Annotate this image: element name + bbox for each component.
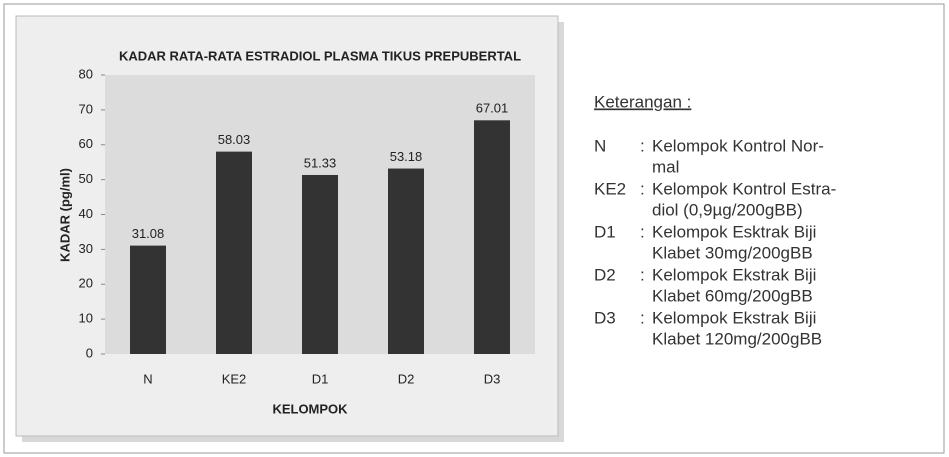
legend-sep: : <box>640 222 645 241</box>
y-tick-label: 0 <box>86 345 93 360</box>
legend-text: Kelompok Kontrol Estra- <box>652 179 836 198</box>
y-tick-label: 50 <box>79 171 93 186</box>
bar <box>216 151 252 354</box>
legend-text: Kelompok Esktrak Biji <box>652 222 816 241</box>
y-tick-label: 70 <box>79 101 93 116</box>
x-tick-label: D1 <box>312 371 329 386</box>
legend-code: D2 <box>594 265 616 284</box>
legend-sep: : <box>640 308 645 327</box>
legend-sep: : <box>640 179 645 198</box>
y-tick-label: 60 <box>79 136 93 151</box>
x-tick-label: N <box>143 371 152 386</box>
x-tick-label: D2 <box>398 371 415 386</box>
chart-title: KADAR RATA-RATA ESTRADIOL PLASMA TIKUS P… <box>119 48 521 63</box>
legend-code: N <box>594 136 606 155</box>
y-tick-label: 80 <box>79 66 93 81</box>
legend-sep: : <box>640 136 645 155</box>
legend-heading: Keterangan : <box>594 92 691 111</box>
data-label: 58.03 <box>218 132 251 147</box>
legend-text: Kelompok Ekstrak Biji <box>652 265 816 284</box>
y-tick-label: 30 <box>79 241 93 256</box>
data-label: 67.01 <box>476 101 509 116</box>
legend-text: diol (0,9µg/200gBB) <box>652 200 803 219</box>
y-tick-label: 40 <box>79 206 93 221</box>
x-tick-label: D3 <box>484 371 501 386</box>
bar <box>474 120 510 354</box>
data-label: 51.33 <box>304 155 337 170</box>
data-label: 31.08 <box>132 226 165 241</box>
bar <box>302 174 338 354</box>
legend-text: Kelompok Ekstrak Biji <box>652 308 816 327</box>
legend-text: Klabet 30mg/200gBB <box>652 243 813 262</box>
legend-text: Klabet 60mg/200gBB <box>652 286 813 305</box>
legend-text: Klabet 120mg/200gBB <box>652 329 822 348</box>
y-tick-label: 10 <box>79 311 93 326</box>
legend-sep: : <box>640 265 645 284</box>
y-tick-label: 20 <box>79 276 93 291</box>
legend-code: D1 <box>594 222 616 241</box>
x-tick-label: KE2 <box>222 371 247 386</box>
x-axis-label: KELOMPOK <box>272 401 348 416</box>
legend-code: KE2 <box>594 179 626 198</box>
bar <box>130 245 166 354</box>
bar <box>388 168 424 354</box>
legend-code: D3 <box>594 308 616 327</box>
y-axis-label: KADAR (pg/ml) <box>57 168 72 262</box>
legend-text: mal <box>652 157 679 176</box>
data-label: 53.18 <box>390 149 423 164</box>
legend-text: Kelompok Kontrol Nor- <box>652 136 824 155</box>
